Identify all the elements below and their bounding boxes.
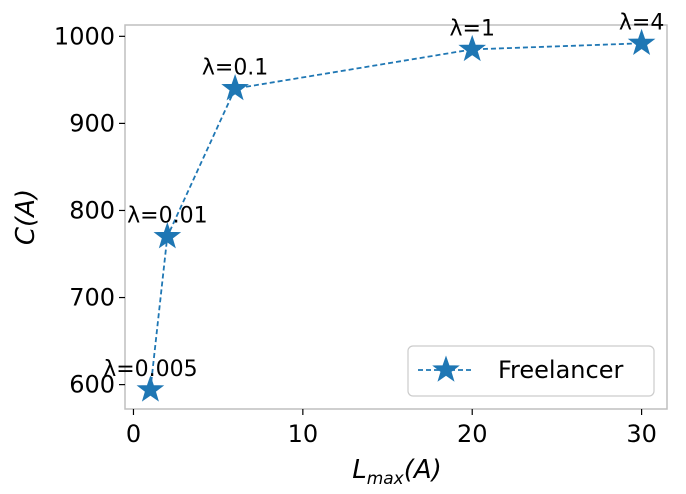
y-tick-label: 900 bbox=[69, 109, 115, 137]
x-axis-title-subscript: max bbox=[367, 469, 405, 489]
point-annotation: λ=0.005 bbox=[103, 357, 197, 382]
data-point-marker bbox=[153, 222, 182, 249]
y-tick-label: 1000 bbox=[54, 22, 115, 50]
y-tick-label: 800 bbox=[69, 196, 115, 224]
x-axis-title-base: L bbox=[352, 455, 367, 485]
point-annotations: λ=0.005 λ=0.01 λ=0.1 λ=1 λ=4 bbox=[103, 10, 664, 382]
point-annotation: λ=0.1 bbox=[202, 56, 268, 81]
point-annotation: λ=0.01 bbox=[127, 204, 207, 229]
legend: Freelancer bbox=[407, 345, 655, 397]
point-annotation: λ=1 bbox=[449, 16, 494, 41]
y-tick-label: 600 bbox=[69, 371, 115, 399]
data-point-marker bbox=[221, 74, 249, 101]
x-tick-label: 20 bbox=[457, 420, 488, 448]
point-annotation: λ=4 bbox=[619, 10, 664, 35]
legend-label: Freelancer bbox=[498, 356, 623, 384]
y-tick-label: 700 bbox=[69, 284, 115, 312]
x-axis-title-tail: (A) bbox=[404, 455, 442, 485]
legend-marker bbox=[432, 355, 460, 382]
x-tick-label: 10 bbox=[288, 420, 319, 448]
x-tick-label: 30 bbox=[626, 420, 657, 448]
x-axis-title: Lmax(A) bbox=[352, 455, 442, 489]
legend-box bbox=[407, 345, 655, 397]
x-axis: 0 10 20 30 bbox=[126, 409, 657, 448]
y-axis: 600 700 800 900 1000 bbox=[54, 22, 125, 399]
plot-area bbox=[124, 24, 668, 410]
y-axis-title: C(A) bbox=[11, 189, 41, 245]
data-point-marker bbox=[458, 34, 487, 62]
x-tick-label: 0 bbox=[126, 420, 141, 448]
data-point-marker bbox=[136, 375, 165, 402]
data-series bbox=[136, 28, 656, 402]
data-point-marker bbox=[627, 28, 656, 56]
